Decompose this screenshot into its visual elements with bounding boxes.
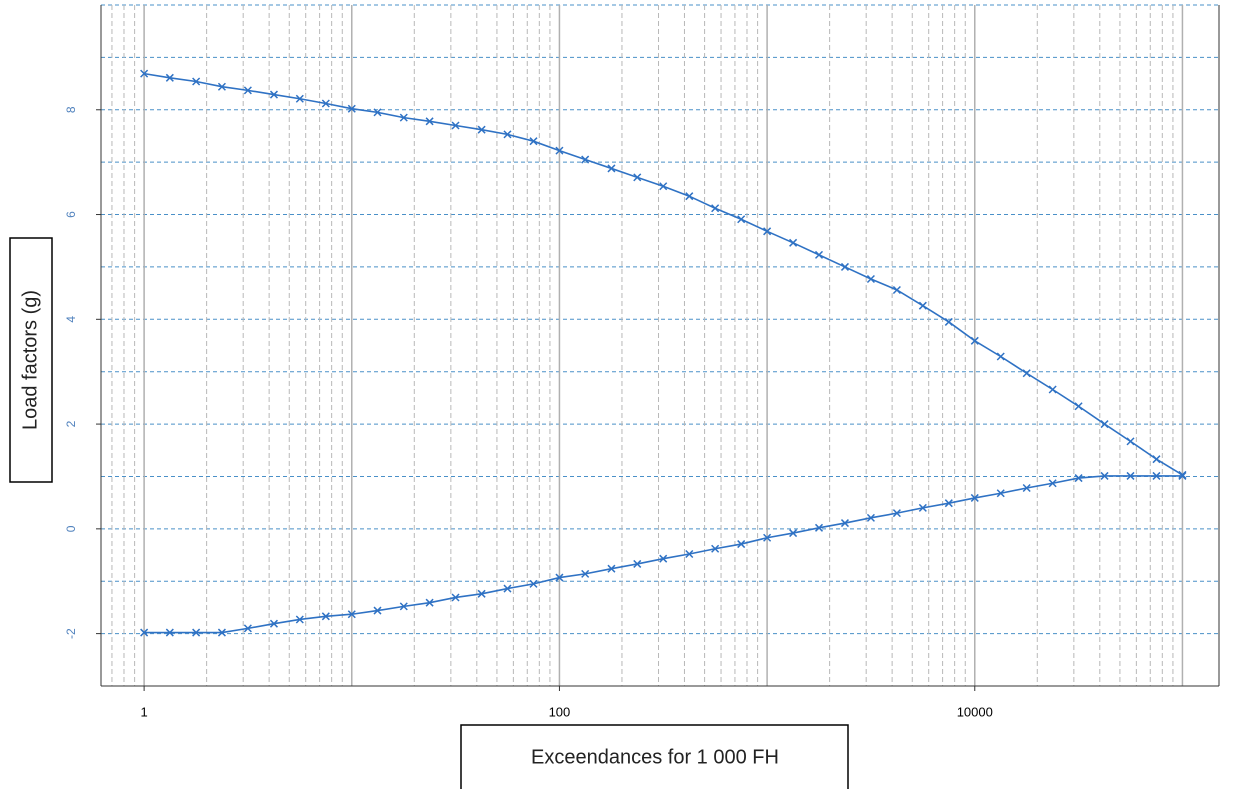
x-label-box bbox=[460, 724, 849, 789]
marker bbox=[140, 628, 149, 637]
marker bbox=[918, 301, 927, 310]
marker bbox=[399, 113, 408, 122]
marker bbox=[866, 513, 875, 522]
marker bbox=[789, 238, 798, 247]
y-label-box bbox=[9, 237, 53, 483]
marker bbox=[529, 579, 538, 588]
marker bbox=[996, 352, 1005, 361]
marker bbox=[918, 503, 927, 512]
y-tick-label: 6 bbox=[64, 211, 78, 218]
marker bbox=[140, 69, 149, 78]
y-tick-label: 8 bbox=[64, 106, 78, 113]
marker bbox=[451, 593, 460, 602]
marker bbox=[685, 549, 694, 559]
marker bbox=[373, 606, 382, 615]
marker bbox=[295, 615, 304, 624]
marker bbox=[1100, 471, 1109, 480]
marker bbox=[711, 204, 720, 213]
plot-area: -2 0 2 4 6 8 1 100 10000 bbox=[64, 4, 1220, 719]
marker bbox=[217, 82, 226, 91]
marker bbox=[555, 146, 564, 155]
marker bbox=[892, 509, 901, 518]
x-axis-label: Exceendances for 1 000 FH bbox=[531, 746, 779, 768]
marker bbox=[944, 317, 953, 326]
marker bbox=[555, 573, 564, 582]
marker bbox=[659, 554, 668, 563]
marker bbox=[503, 130, 512, 139]
marker bbox=[1048, 479, 1057, 488]
marker bbox=[633, 173, 642, 182]
marker bbox=[192, 77, 201, 86]
marker bbox=[789, 529, 798, 538]
marker bbox=[399, 602, 408, 611]
marker bbox=[633, 559, 642, 568]
marker bbox=[1074, 402, 1083, 411]
y-tick-label: 0 bbox=[64, 525, 78, 532]
marker bbox=[763, 533, 772, 542]
marker bbox=[269, 90, 278, 99]
series-line bbox=[143, 72, 1183, 476]
marker bbox=[217, 628, 226, 637]
marker bbox=[373, 108, 382, 117]
marker bbox=[970, 493, 979, 502]
marker bbox=[243, 86, 252, 95]
marker bbox=[1022, 369, 1031, 378]
marker bbox=[996, 489, 1005, 498]
marker bbox=[737, 540, 746, 549]
marker bbox=[503, 584, 512, 593]
marker bbox=[685, 192, 694, 201]
marker bbox=[1152, 455, 1161, 464]
marker bbox=[581, 155, 590, 164]
marker bbox=[970, 336, 979, 345]
y-axis-label: Load factors (g) bbox=[19, 290, 41, 430]
marker bbox=[814, 523, 824, 532]
marker bbox=[1074, 474, 1083, 483]
marker bbox=[763, 227, 772, 236]
x-tick-label: 10000 bbox=[957, 704, 993, 719]
marker bbox=[451, 121, 460, 130]
marker bbox=[1022, 483, 1031, 493]
marker bbox=[321, 612, 330, 621]
marker bbox=[165, 628, 174, 637]
y-tick-label: -2 bbox=[64, 628, 78, 639]
x-tick-label: 100 bbox=[549, 704, 571, 719]
marker bbox=[607, 164, 616, 173]
marker bbox=[243, 624, 252, 633]
marker bbox=[321, 99, 330, 108]
marker bbox=[840, 262, 849, 271]
marker bbox=[425, 598, 434, 607]
x-tick-label: 1 bbox=[140, 704, 147, 719]
marker bbox=[581, 569, 590, 578]
marker bbox=[1152, 471, 1161, 480]
marker bbox=[1048, 385, 1057, 394]
marker bbox=[659, 182, 668, 191]
y-tick-label: 2 bbox=[64, 420, 78, 427]
marker bbox=[892, 285, 901, 295]
marker bbox=[944, 499, 953, 508]
series-line bbox=[144, 475, 1183, 634]
y-tick-label: 4 bbox=[64, 316, 78, 323]
marker bbox=[607, 564, 616, 573]
marker bbox=[477, 589, 486, 598]
marker bbox=[529, 137, 538, 146]
marker bbox=[425, 117, 434, 126]
marker bbox=[477, 125, 486, 134]
marker bbox=[192, 628, 201, 637]
marker bbox=[1126, 471, 1135, 480]
marker bbox=[866, 274, 875, 284]
marker bbox=[347, 610, 356, 619]
marker bbox=[1100, 420, 1109, 429]
marker bbox=[165, 73, 174, 82]
marker bbox=[1178, 471, 1187, 480]
marker bbox=[711, 544, 720, 553]
marker bbox=[295, 94, 304, 103]
marker bbox=[814, 250, 824, 259]
marker bbox=[737, 215, 746, 224]
marker bbox=[347, 104, 356, 113]
marker bbox=[269, 619, 278, 628]
marker bbox=[840, 519, 849, 528]
marker bbox=[1126, 437, 1135, 446]
